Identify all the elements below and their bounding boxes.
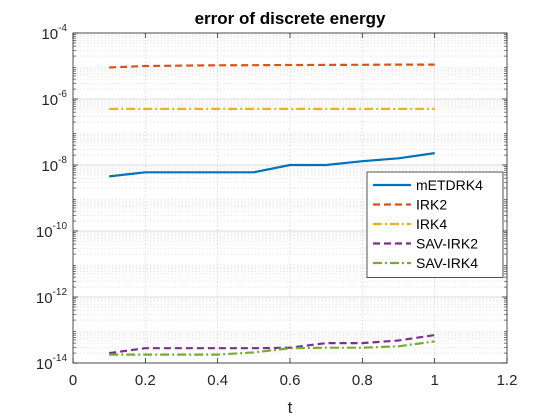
chart-title: error of discrete energy: [195, 9, 386, 28]
y-tick-label: 10-14: [36, 353, 68, 373]
legend: mETDRK4 IRK2 IRK4 SAV-IRK2 SAV-IRK4: [366, 171, 504, 278]
ticks: [72, 32, 508, 364]
x-tick-label: 1.2: [497, 372, 518, 389]
x-tick-label: 0.2: [135, 372, 156, 389]
legend-entry: mETDRK4: [416, 177, 483, 193]
y-tick-label: 10-8: [41, 155, 67, 175]
legend-box: [366, 171, 504, 278]
legend-entry: IRK4: [416, 216, 447, 232]
legend-entry: SAV-IRK4: [416, 255, 478, 271]
y-tick-label: 10-10: [36, 221, 68, 241]
x-tick-label: 0.8: [352, 372, 373, 389]
y-tick-label: 10-6: [41, 89, 67, 109]
tick-labels: 10-14 10-12 10-10 10-8 10-6 10-4 0 0.2 0.4 0.6 0.8…: [36, 23, 518, 389]
x-axis-label: t: [288, 398, 293, 417]
legend-entry: IRK2: [416, 197, 447, 213]
x-tick-label: 1: [430, 372, 438, 389]
series-line-sav-irk4: [109, 340, 435, 356]
x-tick-label: 0: [69, 372, 77, 389]
x-tick-label: 0.4: [207, 372, 228, 389]
x-tick-label: 0.6: [280, 372, 301, 389]
legend-entry: SAV-IRK2: [416, 236, 478, 252]
y-tick-label: 10-4: [41, 23, 67, 43]
y-tick-label: 10-12: [36, 287, 68, 307]
series-line-metdrk4: [109, 152, 435, 178]
series-lines: [109, 63, 435, 356]
